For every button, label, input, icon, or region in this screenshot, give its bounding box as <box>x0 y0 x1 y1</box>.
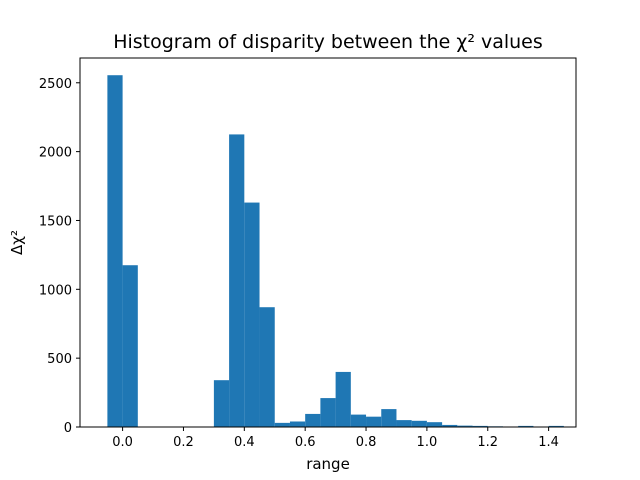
y-tick-label: 2500 <box>39 77 72 92</box>
histogram-bar <box>305 413 321 427</box>
axes-frame <box>79 57 577 428</box>
histogram-bar <box>548 425 564 427</box>
x-tick-label: 0.4 <box>234 435 255 450</box>
histogram-bar <box>442 424 458 427</box>
x-axis-label: range <box>306 455 350 473</box>
histogram-bar <box>518 425 534 427</box>
x-tick-label: 0.8 <box>356 435 377 450</box>
histogram-bar <box>411 420 427 427</box>
histogram-bar <box>335 371 351 427</box>
chart-title: Histogram of disparity between the χ² va… <box>113 31 543 53</box>
y-tick-label: 2000 <box>39 146 72 161</box>
histogram-bar <box>107 75 123 428</box>
x-tick-label: 0.0 <box>112 435 133 450</box>
histogram-bar <box>274 422 290 427</box>
histogram-bar <box>457 425 473 427</box>
y-tick-label: 0 <box>64 421 72 436</box>
y-tick-label: 1000 <box>39 283 72 298</box>
histogram-bar <box>289 421 306 427</box>
histogram-bar <box>381 409 397 427</box>
x-tick-label: 0.6 <box>295 435 316 450</box>
x-axis-ticks: 0.0 0.2 0.4 0.6 0.8 1.0 1.2 1.4 <box>112 427 559 450</box>
histogram-bar <box>320 398 336 427</box>
histogram-bar <box>122 265 138 427</box>
x-tick-label: 1.0 <box>417 435 438 450</box>
x-tick-label: 1.4 <box>538 435 559 450</box>
histogram-bar <box>426 422 443 427</box>
y-tick-label: 500 <box>47 352 72 367</box>
y-axis-label: Δχ² <box>8 230 26 255</box>
histogram-bar <box>213 380 230 427</box>
histogram-bar <box>472 425 488 427</box>
histogram-bar <box>244 202 260 427</box>
histogram-bar <box>350 414 367 427</box>
y-tick-label: 1500 <box>39 214 72 229</box>
histogram-bar <box>259 307 275 427</box>
x-tick-label: 1.2 <box>477 435 498 450</box>
histogram-bar <box>366 416 382 427</box>
x-tick-label: 0.2 <box>173 435 194 450</box>
histogram-bar <box>229 134 245 427</box>
y-axis-ticks: 0 500 1000 1500 2000 2500 <box>39 77 80 436</box>
bars-group <box>107 75 564 428</box>
histogram-bar <box>396 420 412 427</box>
